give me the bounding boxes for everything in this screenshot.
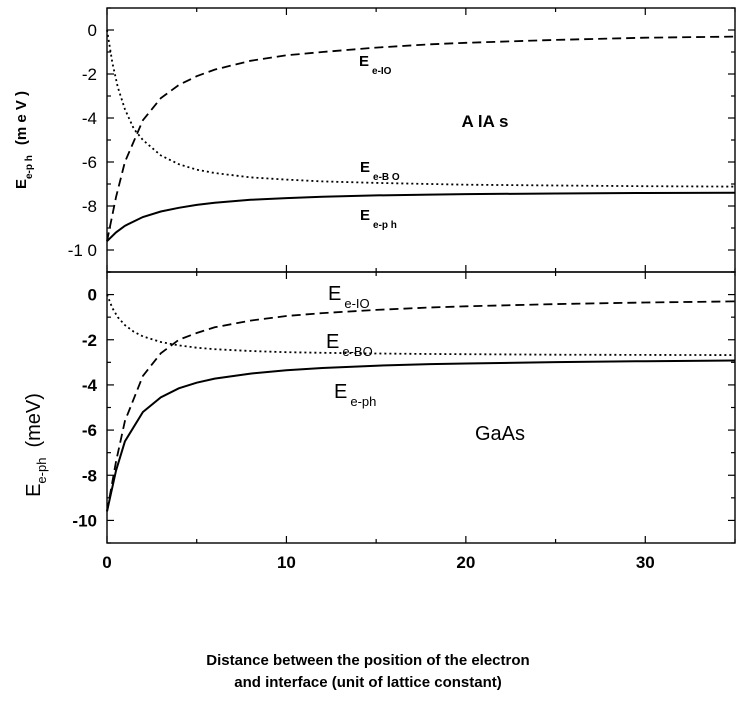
y-tick-label: -2 — [82, 331, 97, 350]
series-line-solid — [106, 191, 736, 242]
y-tick-label: -6 — [82, 421, 97, 440]
x-axis-label-line-2: and interface (unit of lattice constant) — [234, 674, 502, 691]
x-tick-label: 20 — [456, 553, 475, 572]
y-tick-label: 0 — [88, 21, 97, 40]
y-axis-label: Ee-p h(m e V ) — [13, 91, 35, 189]
series-line-solid — [106, 359, 736, 512]
x-axis-label-line-1: Distance between the position of the ele… — [206, 652, 530, 669]
series-label: Ee-B O — [360, 159, 400, 183]
y-tick-label: 0 — [88, 286, 97, 305]
y-tick-label: -6 — [82, 153, 97, 172]
y-tick-label: -8 — [82, 197, 97, 216]
plot-frame — [106, 7, 736, 273]
x-tick-label: 0 — [102, 553, 111, 572]
series-label: Ee-IO — [359, 53, 392, 77]
series-line-dashed — [106, 300, 736, 512]
x-tick-label: 30 — [636, 553, 655, 572]
panel-alas: 0 -2 -4 -6 -8 -1 0 Ee-IO Ee-B O Ee-p h A lA s Ee-p… — [13, 7, 736, 273]
series-line-dotted — [106, 29, 736, 188]
material-label: GaAs — [475, 423, 525, 445]
series-line-dotted — [106, 294, 736, 356]
y-tick-label: -1 0 — [68, 241, 97, 260]
y-tick-label: -8 — [82, 466, 97, 485]
x-tick-label: 10 — [277, 553, 296, 572]
y-axis-label: Ee-ph(meV) — [23, 393, 49, 497]
material-label: A lA s — [462, 112, 509, 131]
y-tick-label: -2 — [82, 65, 97, 84]
y-tick-label: -4 — [82, 109, 97, 128]
y-tick-label: -4 — [82, 376, 98, 395]
panel-gaas: 0 -2 -4 -6 -8 -10 0 10 20 30 E e-IO E e-BO E e-ph GaAs Ee… — [23, 271, 736, 572]
plot-frame — [106, 271, 736, 544]
series-line-dashed — [106, 35, 736, 242]
y-tick-label: -10 — [72, 511, 97, 530]
series-label: Ee-p h — [360, 207, 397, 231]
